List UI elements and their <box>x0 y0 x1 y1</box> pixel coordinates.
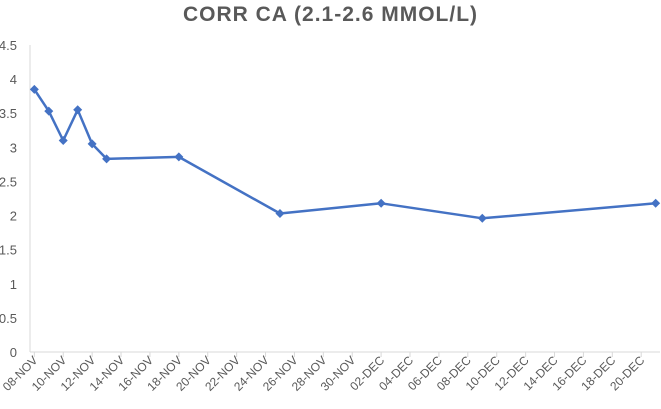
data-point-marker <box>29 84 39 94</box>
y-tick-label: 3 <box>10 140 17 155</box>
axes <box>29 45 660 353</box>
y-tick-label: 2.5 <box>0 174 17 189</box>
data-point-marker <box>477 213 487 223</box>
y-axis-ticks: 0 0.5 1 1.5 2 2.5 3 3.5 4 4.5 <box>0 38 17 360</box>
y-tick-label: 4.5 <box>0 38 17 53</box>
data-point-marker <box>44 106 54 116</box>
data-point-marker <box>651 198 661 208</box>
data-point-marker <box>102 154 112 164</box>
series-corr-ca <box>29 84 661 223</box>
y-tick-label: 4 <box>10 72 17 87</box>
y-tick-label: 1.5 <box>0 243 17 258</box>
chart-title: CORR CA (2.1-2.6 MMOL/L) <box>182 3 479 26</box>
y-tick-label: 0.5 <box>0 311 17 326</box>
series-line <box>33 88 656 220</box>
data-point-marker <box>87 139 97 149</box>
data-point-marker <box>73 105 83 115</box>
data-point-marker <box>275 209 285 219</box>
data-point-marker <box>58 136 68 146</box>
y-tick-label: 1 <box>10 277 17 292</box>
y-tick-label: 2 <box>10 209 17 224</box>
data-point-marker <box>174 152 184 162</box>
data-point-marker <box>376 198 386 208</box>
y-tick-label: 0 <box>10 345 17 360</box>
y-tick-label: 3.5 <box>0 106 17 121</box>
x-axis-ticks: 08-NOV10-NOV12-NOV14-NOV16-NOV18-NOV20-N… <box>0 352 648 394</box>
